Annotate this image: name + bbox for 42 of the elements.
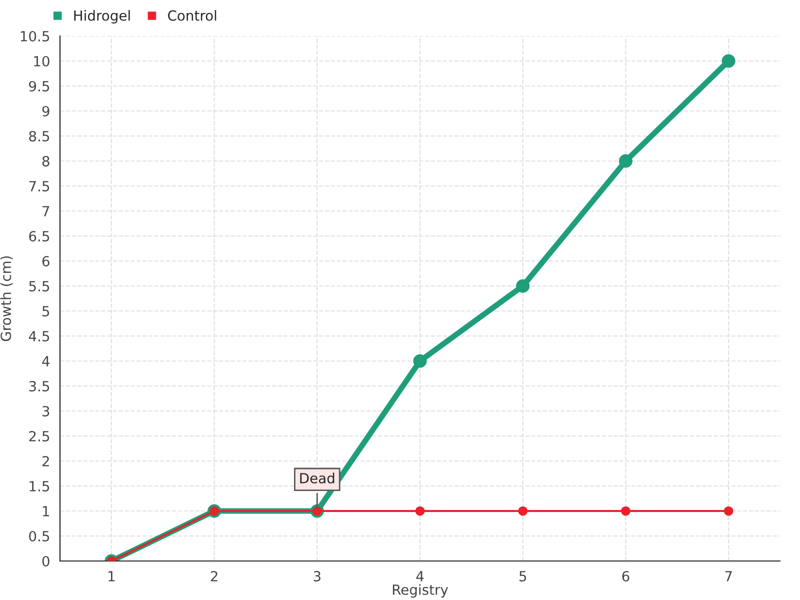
x-tick-label: 7 xyxy=(725,571,732,582)
y-tick-label: 5.5 xyxy=(29,281,50,292)
y-tick-label: 2.5 xyxy=(29,430,50,442)
y-tick-label: 3 xyxy=(42,406,50,416)
y-tick-label: 9.5 xyxy=(29,80,50,92)
point xyxy=(621,506,630,516)
legend-label: Control xyxy=(168,10,216,21)
y-tick-label: 0 xyxy=(42,556,50,566)
point xyxy=(413,354,427,368)
y-tick-label: 4 xyxy=(42,356,50,366)
y-tick-label: 7 xyxy=(42,206,50,216)
y-tick-label: 7.5 xyxy=(29,181,50,192)
y-tick-label: 1 xyxy=(42,506,49,516)
y-tick-label: 8 xyxy=(42,156,50,166)
y-tick-label: 8.5 xyxy=(29,130,50,142)
point xyxy=(415,506,425,516)
point xyxy=(516,279,530,293)
point xyxy=(724,506,734,516)
x-tick-label: 2 xyxy=(210,570,218,582)
x-axis-title: Registry xyxy=(392,584,448,598)
point xyxy=(618,154,632,168)
point xyxy=(518,506,528,516)
y-tick-label: 5 xyxy=(42,306,50,316)
y-tick-label: 9 xyxy=(42,106,50,116)
y-tick-label: 3.5 xyxy=(29,380,50,392)
y-tick-label: 0.5 xyxy=(29,530,50,542)
y-tick-label: 2 xyxy=(42,456,49,466)
y-axis-title: Growth (cm) xyxy=(0,256,13,342)
annotation: Dead xyxy=(300,472,334,484)
x-tick-label: 4 xyxy=(416,571,424,582)
x-tick-label: 5 xyxy=(520,571,526,582)
y-tick-label: 10.5 xyxy=(20,30,50,42)
y-tick-label: 4.5 xyxy=(28,331,50,342)
legend-label: Hidrogel xyxy=(74,10,130,24)
x-tick-label: 6 xyxy=(622,570,630,582)
point xyxy=(722,54,736,68)
x-tick-label: 3 xyxy=(314,570,320,582)
y-tick-label: 6.5 xyxy=(29,230,50,242)
x-tick-label: 1 xyxy=(108,571,115,582)
y-tick-label: 6 xyxy=(42,256,50,266)
y-tick-label: 1.5 xyxy=(30,481,50,492)
y-tick-label: 10 xyxy=(34,56,50,66)
